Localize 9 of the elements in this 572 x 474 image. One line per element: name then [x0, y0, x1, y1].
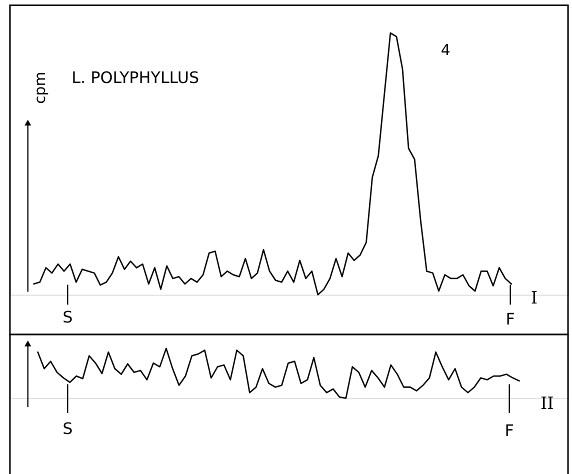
text: F — [506, 310, 515, 329]
text: S — [62, 308, 73, 327]
text: F — [504, 420, 514, 440]
text: I — [530, 288, 538, 308]
text: II — [540, 393, 554, 414]
annotation: 4 — [440, 40, 450, 59]
text: S — [62, 418, 73, 438]
y-axis-title: cpm — [30, 72, 49, 104]
text: L. POLYPHYLLUS — [72, 68, 200, 87]
